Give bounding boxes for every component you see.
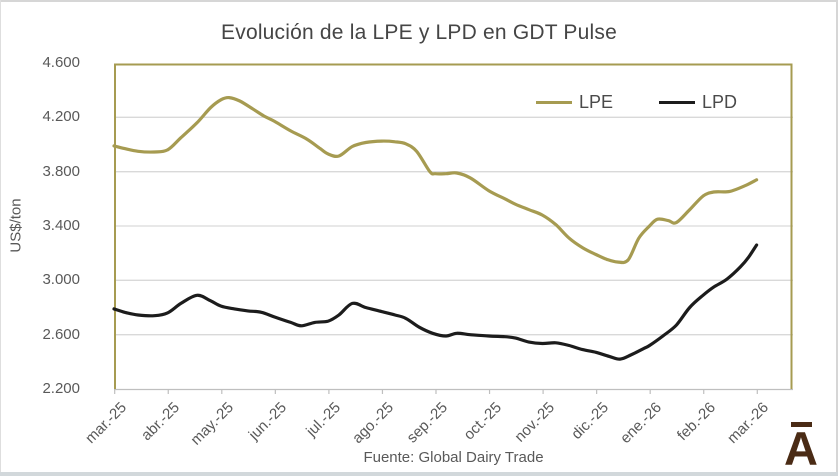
y-tick-label: 3.000 [42, 271, 80, 289]
window-border-right [836, 0, 838, 472]
brand-logo-a-macron: A [783, 422, 819, 475]
logo-letter: A [784, 422, 818, 475]
y-tick-label: 4.200 [42, 108, 80, 126]
legend-item-lpe: LPE [536, 92, 613, 113]
chart-title: Evolución de la LPE y LPD en GDT Pulse [221, 21, 617, 44]
y-tick-label: 3.800 [42, 162, 80, 180]
legend-label: LPE [579, 92, 614, 112]
legend-line-swatch [536, 101, 572, 104]
legend-item-lpd: LPD [659, 92, 737, 113]
line-chart-plot-area [112, 63, 793, 394]
window-border-top [0, 0, 838, 2]
y-tick-label: 4.600 [42, 54, 80, 71]
logo-macron-bar [790, 422, 812, 427]
legend-line-swatch [659, 101, 696, 104]
legend: LPE LPD [536, 92, 737, 113]
plot-border [114, 63, 793, 389]
window-border-bottom [0, 472, 838, 476]
legend-label: LPD [702, 92, 738, 112]
y-tick-label: 3.400 [42, 217, 80, 234]
y-tick-label: 2.200 [42, 380, 80, 397]
series-line-lpd [112, 243, 759, 361]
y-tick-label: 2.600 [42, 325, 80, 343]
source-caption: Fuente: Global Dairy Trade [363, 449, 544, 466]
window-border-left [0, 0, 1, 472]
series-line-lpe [112, 95, 759, 265]
